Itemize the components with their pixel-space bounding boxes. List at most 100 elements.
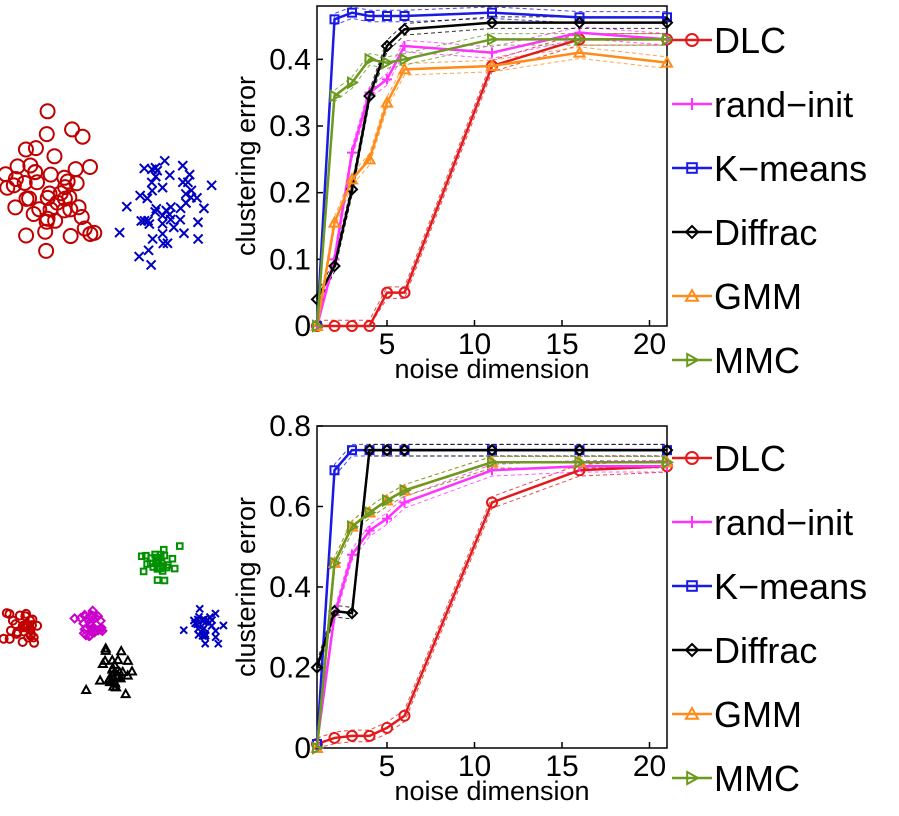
data-point-K-means xyxy=(382,11,392,21)
y-tick-label: 0.8 xyxy=(269,410,311,443)
scatter-point xyxy=(4,609,15,620)
data-point-K-means xyxy=(347,7,357,18)
scatter-point xyxy=(150,206,161,218)
scatter-point xyxy=(27,164,44,181)
series-line-K-means xyxy=(315,11,667,327)
legend-label-DLC: DLC xyxy=(714,20,786,61)
scatter-point xyxy=(38,213,55,230)
scatter-point xyxy=(137,552,146,561)
scatter-point xyxy=(94,674,106,685)
data-point-rand-init xyxy=(382,513,392,524)
series-envelope xyxy=(316,44,667,327)
y-tick-label: 0.3 xyxy=(269,110,311,143)
scatter-point xyxy=(153,564,162,573)
data-point-DLC xyxy=(486,496,498,509)
x-tick-label: 10 xyxy=(458,328,491,361)
scatter-point xyxy=(79,623,91,635)
scatter-point xyxy=(20,611,31,622)
legend-marker-rand-init xyxy=(686,98,698,110)
scatter-point xyxy=(80,683,92,695)
scatter-point xyxy=(110,681,122,692)
data-point-Diffrac xyxy=(485,16,499,30)
data-point-DLC xyxy=(346,729,358,742)
scatter-point xyxy=(80,629,92,641)
scatter-point xyxy=(157,210,168,221)
data-point-DLC xyxy=(381,721,393,734)
data-point-Diffrac xyxy=(660,16,674,30)
data-point-DLC xyxy=(398,709,411,722)
scatter-point xyxy=(168,222,180,233)
y-axis-label: clustering error xyxy=(231,497,261,677)
scatter-point xyxy=(160,551,169,560)
scatter-point xyxy=(157,218,168,229)
series-line-Diffrac xyxy=(315,448,667,668)
scatter-point xyxy=(152,165,163,176)
data-point-Diffrac xyxy=(380,443,394,457)
data-point-K-means xyxy=(329,465,340,476)
legend-marker-rand-init xyxy=(686,516,698,528)
scatter-point xyxy=(146,559,155,568)
scatter-point xyxy=(115,645,127,656)
series-line-GMM xyxy=(315,51,668,327)
scatter-point xyxy=(211,626,220,635)
data-point-MMC xyxy=(364,52,377,67)
scatter-point xyxy=(27,140,44,157)
scatter-point xyxy=(177,160,188,171)
series-envelope xyxy=(316,57,668,327)
scatter-point xyxy=(7,170,24,187)
data-point-DLC xyxy=(381,286,393,299)
x-tick-label: 15 xyxy=(545,328,578,361)
scatter-point xyxy=(205,612,215,622)
scatter-point xyxy=(184,169,195,180)
scatter-point xyxy=(139,163,150,174)
data-point-MMC xyxy=(662,455,675,469)
data-point-MMC xyxy=(329,89,342,103)
scatter-point xyxy=(119,687,132,699)
data-point-MMC xyxy=(329,556,342,570)
series-envelope xyxy=(316,37,668,327)
y-axis-label: clustering error xyxy=(231,76,261,256)
legend-label-rand-init: rand−init xyxy=(714,84,853,125)
data-point-K-means xyxy=(574,12,585,23)
scatter-point xyxy=(0,179,16,196)
data-point-Diffrac xyxy=(573,443,586,457)
line-chart-top: 5 10 15 20 0 0.1 0.2 0.3 0.4 noise dimension clust… xyxy=(231,5,675,384)
scatter-point xyxy=(162,563,171,572)
scatter-point xyxy=(157,228,168,239)
data-point-DLC xyxy=(346,320,358,332)
scatter-point xyxy=(112,653,124,665)
scatter-point xyxy=(59,173,76,190)
scatter-point xyxy=(145,259,157,271)
series-envelope xyxy=(316,27,667,306)
scatter-point xyxy=(164,169,175,181)
scatter-point xyxy=(143,245,154,256)
scatter-point xyxy=(195,604,204,613)
legend-marker-K-means xyxy=(686,162,698,174)
scatter-point xyxy=(5,177,22,194)
data-point-GMM xyxy=(397,62,412,75)
y-tick-label: 0.2 xyxy=(269,177,311,210)
scatter-point xyxy=(46,148,63,165)
data-point-MMC xyxy=(662,32,675,47)
data-point-MMC xyxy=(382,493,395,508)
data-point-GMM xyxy=(660,55,674,68)
series-envelope xyxy=(316,471,667,749)
scatter-point xyxy=(198,203,210,214)
x-tick-label: 20 xyxy=(633,328,666,361)
data-point-GMM xyxy=(380,95,394,108)
scatter-point xyxy=(178,228,190,239)
scatter-point xyxy=(18,190,35,207)
y-tick-label: 0.2 xyxy=(269,652,311,685)
data-point-Diffrac xyxy=(573,16,586,30)
scatter-point xyxy=(158,238,169,249)
scatter-point xyxy=(179,625,188,635)
scatter-point xyxy=(126,665,138,676)
data-point-Diffrac xyxy=(363,443,376,457)
scatter-point xyxy=(16,174,33,191)
scatter-point xyxy=(133,251,145,262)
scatter-point xyxy=(38,126,55,143)
data-point-MMC xyxy=(364,505,377,520)
data-point-rand-init xyxy=(382,74,392,85)
legend-label-MMC: MMC xyxy=(714,758,800,799)
scatter-point xyxy=(211,632,220,642)
